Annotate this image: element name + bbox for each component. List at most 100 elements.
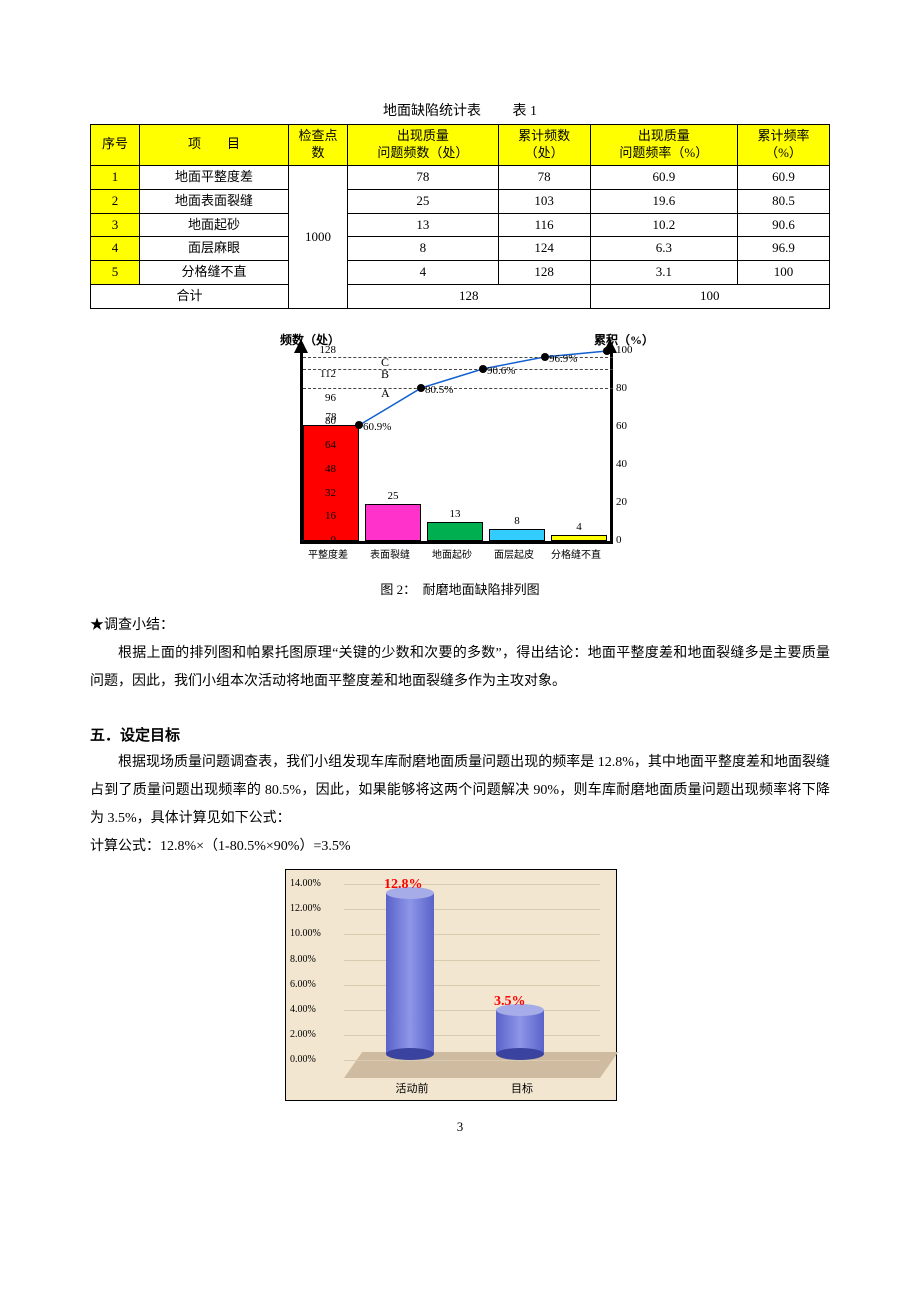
pareto-caption: 图 2： 耐磨地面缺陷排列图 bbox=[250, 579, 670, 598]
section5-p1: 根据现场质量问题调查表，我们小组发现车库耐磨地面质量问题出现的频率是 12.8%… bbox=[90, 749, 830, 833]
table-row: 4面层麻眼81246.396.9 bbox=[91, 237, 830, 261]
dashed-label: C bbox=[381, 355, 389, 370]
summary-body: 根据上面的排列图和帕累托图原理“关键的少数和次要的多数”，得出结论：地面平整度差… bbox=[90, 640, 830, 696]
x-category: 分格缝不直 bbox=[545, 546, 607, 561]
y2-tick: 8.00% bbox=[290, 954, 316, 965]
summary-head: ★调查小结： bbox=[90, 612, 830, 640]
bar-label: 25 bbox=[365, 490, 421, 502]
dashed-label: A bbox=[381, 386, 390, 401]
cum-label: 90.6% bbox=[487, 365, 515, 377]
pareto-bar bbox=[489, 529, 545, 541]
grid-line bbox=[344, 1060, 600, 1061]
cell-item: 面层麻眼 bbox=[140, 237, 289, 261]
cell-freq: 13 bbox=[348, 213, 499, 237]
bar-label: 4 bbox=[551, 521, 607, 533]
grid-line bbox=[344, 909, 600, 910]
ytick: 0 bbox=[331, 534, 337, 546]
ytick: 32 bbox=[325, 487, 336, 499]
y2-tick: 4.00% bbox=[290, 1004, 316, 1015]
ytick: 64 bbox=[325, 439, 336, 451]
cell-total-freq: 128 bbox=[348, 285, 591, 309]
ytick: 80 bbox=[325, 415, 336, 427]
th-cumpct: 累计频率（%） bbox=[738, 125, 830, 166]
ytick: 16 bbox=[325, 510, 336, 522]
plot-area: ABC7860.9%2580.5%1390.6%896.9%4 bbox=[300, 351, 613, 544]
cell-cum: 103 bbox=[498, 189, 590, 213]
section5-title: 五．设定目标 bbox=[90, 724, 830, 745]
dashed-line bbox=[303, 369, 613, 370]
grid-line bbox=[344, 1010, 600, 1011]
grid-line bbox=[344, 934, 600, 935]
cell-item: 地面平整度差 bbox=[140, 165, 289, 189]
page-number: 3 bbox=[90, 1119, 830, 1135]
x-category: 平整度差 bbox=[297, 546, 359, 561]
goal-category: 活动前 bbox=[382, 1080, 442, 1096]
th-cum: 累计频数（处） bbox=[498, 125, 590, 166]
x-category: 地面起砂 bbox=[421, 546, 483, 561]
cell-pct: 19.6 bbox=[590, 189, 737, 213]
th-item: 项 目 bbox=[140, 125, 289, 166]
cell-seq: 2 bbox=[91, 189, 140, 213]
table-row: 5分格缝不直41283.1100 bbox=[91, 261, 830, 285]
cum-label: 60.9% bbox=[363, 421, 391, 433]
table-row: 1地面平整度差1000787860.960.9 bbox=[91, 165, 830, 189]
cell-item: 分格缝不直 bbox=[140, 261, 289, 285]
x-category: 表面裂缝 bbox=[359, 546, 421, 561]
dashed-line bbox=[303, 388, 613, 389]
y2-tick: 14.00% bbox=[290, 878, 321, 889]
cell-check: 1000 bbox=[289, 165, 348, 308]
rtick: 0 bbox=[616, 534, 622, 546]
ytick: 112 bbox=[320, 368, 336, 380]
table-row: 3地面起砂1311610.290.6 bbox=[91, 213, 830, 237]
pareto-chart: 频数（处） 累积（%） ABC7860.9%2580.5%1390.6%896.… bbox=[250, 333, 670, 598]
table-row: 2地面表面裂缝2510319.680.5 bbox=[91, 189, 830, 213]
rtick: 100 bbox=[616, 344, 633, 356]
ytick: 96 bbox=[325, 392, 336, 404]
y2-tick: 6.00% bbox=[290, 979, 316, 990]
cyl-bot bbox=[386, 1048, 434, 1060]
cyl-bot bbox=[496, 1048, 544, 1060]
cum-marker bbox=[479, 365, 487, 373]
rtick: 60 bbox=[616, 420, 627, 432]
cum-label: 96.9% bbox=[549, 353, 577, 365]
grid-line bbox=[344, 1035, 600, 1036]
grid-line bbox=[344, 884, 600, 885]
cell-freq: 25 bbox=[348, 189, 499, 213]
table-title: 地面缺陷统计表 表 1 bbox=[90, 100, 830, 120]
defect-table: 序号 项 目 检查点数 出现质量问题频数（处） 累计频数（处） 出现质量问题频率… bbox=[90, 124, 830, 309]
y2-tick: 2.00% bbox=[290, 1029, 316, 1040]
cell-freq: 78 bbox=[348, 165, 499, 189]
y2-tick: 0.00% bbox=[290, 1054, 316, 1065]
pareto-bar bbox=[427, 522, 483, 541]
cell-cum: 78 bbox=[498, 165, 590, 189]
cell-pct: 3.1 bbox=[590, 261, 737, 285]
cell-freq: 4 bbox=[348, 261, 499, 285]
rtick: 40 bbox=[616, 458, 627, 470]
cum-marker bbox=[541, 353, 549, 361]
table-title-left: 地面缺陷统计表 bbox=[383, 104, 481, 119]
th-seq: 序号 bbox=[91, 125, 140, 166]
bar-label: 13 bbox=[427, 508, 483, 520]
cyl-body bbox=[386, 893, 434, 1054]
ytick: 48 bbox=[325, 463, 336, 475]
cell-item: 地面起砂 bbox=[140, 213, 289, 237]
pareto-bar bbox=[551, 535, 607, 541]
cell-cum: 128 bbox=[498, 261, 590, 285]
goal-chart: 0.00%2.00%4.00%6.00%8.00%10.00%12.00%14.… bbox=[285, 869, 617, 1101]
document-page: 地面缺陷统计表 表 1 序号 项 目 检查点数 出现质量问题频数（处） 累计频数… bbox=[0, 0, 920, 1175]
grid-line bbox=[344, 985, 600, 986]
pareto-bar bbox=[365, 504, 421, 541]
cell-total-pct: 100 bbox=[590, 285, 829, 309]
th-pct: 出现质量问题频率（%） bbox=[590, 125, 737, 166]
cell-seq: 1 bbox=[91, 165, 140, 189]
goal-bar bbox=[386, 881, 434, 1066]
cell-item: 地面表面裂缝 bbox=[140, 189, 289, 213]
th-check: 检查点数 bbox=[289, 125, 348, 166]
cell-pct: 10.2 bbox=[590, 213, 737, 237]
cell-seq: 4 bbox=[91, 237, 140, 261]
table-total-row: 合计128100 bbox=[91, 285, 830, 309]
x-category: 面层起皮 bbox=[483, 546, 545, 561]
y2-tick: 10.00% bbox=[290, 928, 321, 939]
bar-label: 8 bbox=[489, 515, 545, 527]
goal-chart-wrap: 0.00%2.00%4.00%6.00%8.00%10.00%12.00%14.… bbox=[285, 869, 635, 1101]
